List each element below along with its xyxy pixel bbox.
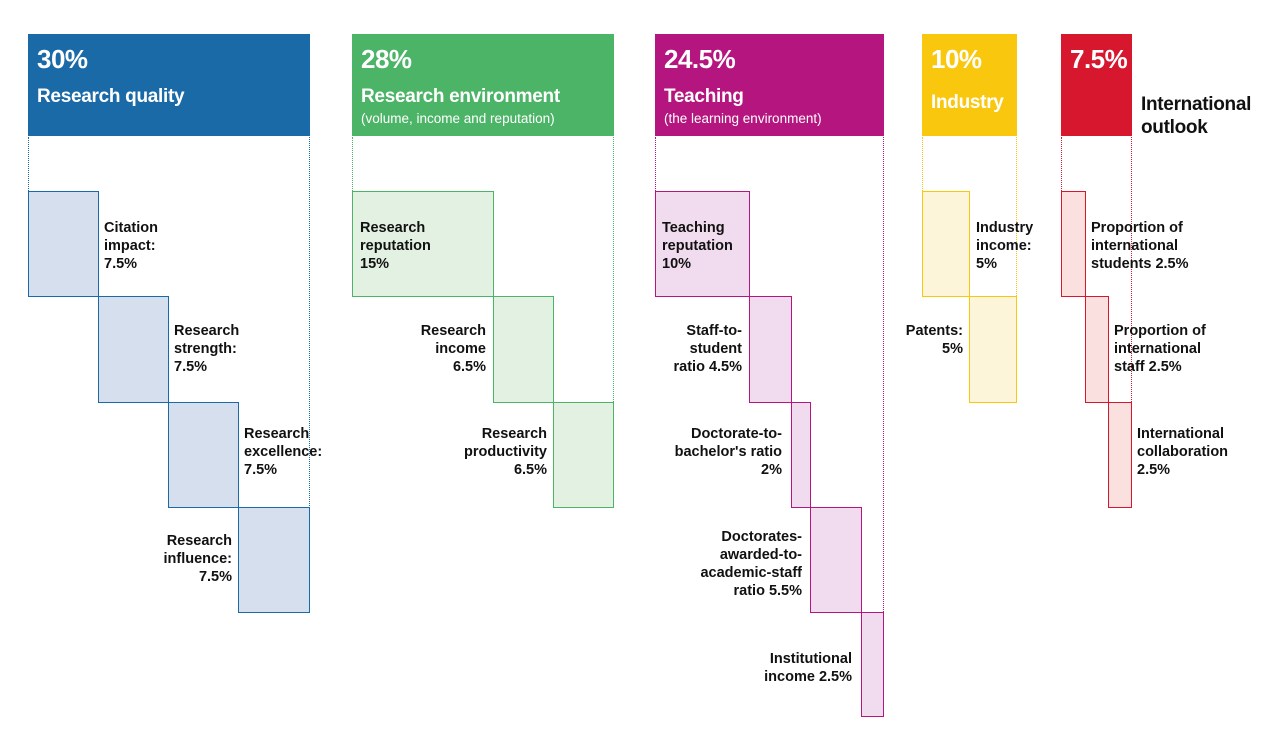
weight-research-quality: 30% [37,44,88,74]
metric-label-doctorates-to-staff-ratio: Doctorates- awarded-to- academic-staff r… [700,529,802,599]
metric-label-teaching-reputation: Teaching reputation 10% [662,220,733,272]
metric-label-international-staff: Proportion of international staff 2.5% [1114,323,1206,375]
title-research-environment: Research environment [361,86,560,107]
metric-label-doctorate-to-bachelors-ratio: Doctorate-to- bachelor's ratio 2% [674,426,782,478]
metric-box-research-influence [238,507,310,613]
guide-line [1131,137,1132,402]
metric-box-international-collaboration [1108,402,1132,508]
metric-label-international-collaboration: International collaboration 2.5% [1137,426,1229,478]
metric-label-research-productivity: Research productivity 6.5% [464,426,547,478]
metric-label-research-reputation: Research reputation 15% [360,220,431,272]
metric-box-doctorate-to-bachelors-ratio [791,402,811,508]
title-teaching: Teaching [664,86,744,107]
metric-label-research-excellence: Research excellence: 7.5% [244,426,323,478]
guide-line [28,137,29,191]
metric-box-research-excellence [168,402,239,508]
header-industry: 10% Industry [922,34,1017,136]
weight-research-environment: 28% [361,44,412,74]
metric-box-industry-income [922,191,970,297]
header-research-environment: 28% Research environment (volume, income… [352,34,614,136]
guide-line [352,137,353,191]
header-teaching: 24.5% Teaching (the learning environment… [655,34,884,136]
metric-box-international-staff [1085,296,1109,403]
weight-teaching: 24.5% [664,44,736,74]
header-research-quality: 30% Research quality [28,34,310,136]
metric-label-institutional-income: Institutional income 2.5% [764,651,852,685]
guide-line [309,137,310,508]
weight-industry: 10% [931,44,982,74]
metric-box-patents [969,296,1017,403]
metric-box-citation-impact [28,191,99,297]
title-research-quality: Research quality [37,86,185,107]
metric-label-research-income: Research income 6.5% [420,323,486,375]
guide-line [1016,137,1017,296]
header-international-outlook: 7.5% [1061,34,1132,136]
subtitle-research-environment: (volume, income and reputation) [361,111,555,126]
metric-label-research-strength: Research strength: 7.5% [174,323,240,375]
guide-line [922,137,923,191]
guide-line [655,137,656,191]
metric-box-international-students [1061,191,1086,297]
metric-box-research-reputation [352,191,494,297]
metric-box-doctorates-to-staff-ratio [810,507,862,613]
title-international-outlook: International outlook [1141,94,1252,138]
subtitle-teaching: (the learning environment) [664,111,822,126]
metric-label-staff-to-student-ratio: Staff-to- student ratio 4.5% [673,323,743,375]
metric-label-international-students: Proportion of international students 2.5… [1091,220,1189,272]
metric-box-teaching-reputation [655,191,750,297]
title-industry: Industry [931,92,1004,113]
metric-box-research-strength [98,296,169,403]
metric-box-research-income [493,296,554,403]
metric-label-patents: Patents: 5% [905,323,963,357]
metric-label-research-influence: Research influence: 7.5% [163,533,232,585]
metric-box-institutional-income [861,612,884,717]
metric-box-research-productivity [553,402,614,508]
metric-box-staff-to-student-ratio [749,296,792,403]
guide-line [883,137,884,612]
metric-label-industry-income: Industry income: 5% [976,220,1034,272]
weight-international-outlook: 7.5% [1070,44,1128,74]
guide-line [1061,137,1062,191]
metric-label-citation-impact: Citation impact: 7.5% [104,220,158,272]
guide-line [613,137,614,402]
